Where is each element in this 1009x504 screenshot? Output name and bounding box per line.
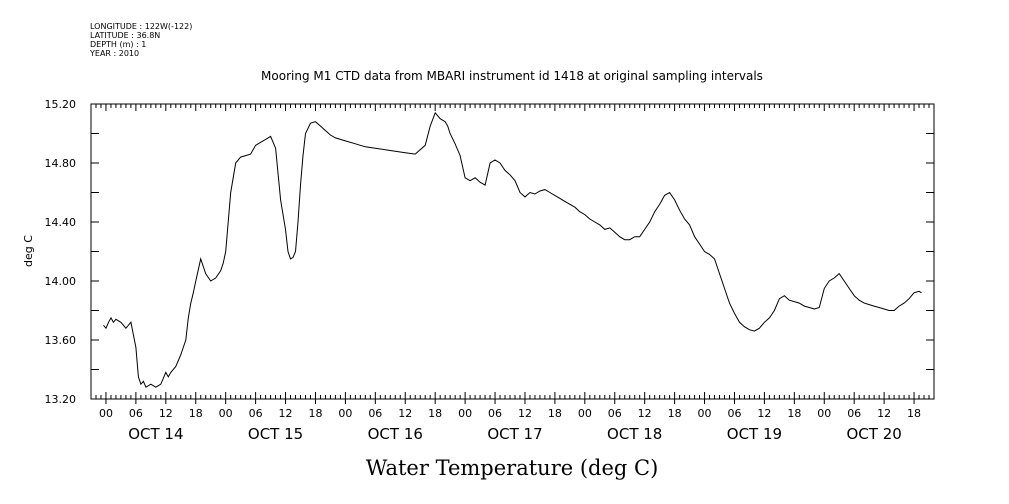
- x-tick-label: 18: [428, 407, 442, 420]
- x-tick-label: 18: [189, 407, 203, 420]
- y-tick-label: 13.60: [45, 334, 77, 347]
- day-label: OCT 19: [727, 425, 782, 443]
- metadata-block: LONGITUDE : 122W(-122) LATITUDE : 36.8N …: [90, 22, 192, 58]
- day-label: OCT 18: [607, 425, 662, 443]
- x-tick-label: 18: [548, 407, 562, 420]
- x-tick-label: 00: [219, 407, 233, 420]
- x-tick-label: 18: [308, 407, 322, 420]
- x-tick-label: 06: [727, 407, 741, 420]
- y-tick-label: 13.20: [45, 393, 77, 406]
- y-tick-label: 14.00: [45, 275, 77, 288]
- x-tick-label: 06: [488, 407, 502, 420]
- y-tick-label: 15.20: [45, 98, 77, 111]
- x-tick-label: 00: [338, 407, 352, 420]
- latitude-text: LATITUDE : 36.8N: [90, 31, 161, 40]
- x-tick-label: 12: [638, 407, 652, 420]
- x-tick-label: 12: [279, 407, 293, 420]
- x-tick-label: 06: [249, 407, 263, 420]
- x-tick-label: 06: [847, 407, 861, 420]
- x-tick-label: 12: [877, 407, 891, 420]
- x-tick-label: 06: [368, 407, 382, 420]
- temperature-series-line: [103, 111, 922, 388]
- x-tick-label: 06: [129, 407, 143, 420]
- x-tick-label: 00: [817, 407, 831, 420]
- ticks-layer: [90, 103, 935, 404]
- labels-layer: 00 06 12 18 00 06 12 18 00 06 12 18 00 06 12 18 00 06 12 18…: [45, 98, 922, 443]
- y-tick-label: 14.40: [45, 216, 77, 229]
- x-axis-title: Water Temperature (deg C): [366, 456, 659, 480]
- day-label: OCT 20: [846, 425, 901, 443]
- x-tick-label: 12: [518, 407, 532, 420]
- x-tick-label: 00: [458, 407, 472, 420]
- day-label: OCT 16: [368, 425, 423, 443]
- y-tick-label: 14.80: [45, 157, 77, 170]
- x-tick-label: 00: [698, 407, 712, 420]
- x-tick-label: 00: [99, 407, 113, 420]
- plot-frame: [90, 103, 935, 400]
- x-tick-label: 18: [907, 407, 921, 420]
- x-tick-label: 06: [608, 407, 622, 420]
- day-label: OCT 15: [248, 425, 303, 443]
- longitude-text: LONGITUDE : 122W(-122): [90, 22, 193, 31]
- chart-title: Mooring M1 CTD data from MBARI instrumen…: [261, 69, 763, 83]
- day-label: OCT 17: [487, 425, 542, 443]
- x-tick-label: 12: [757, 407, 771, 420]
- x-tick-label: 18: [668, 407, 682, 420]
- day-label: OCT 14: [128, 425, 183, 443]
- x-tick-label: 00: [578, 407, 592, 420]
- x-tick-label: 18: [787, 407, 801, 420]
- y-axis-label: deg C: [22, 235, 35, 267]
- x-tick-label: 12: [398, 407, 412, 420]
- depth-text: DEPTH (m) : 1: [90, 40, 147, 49]
- x-tick-label: 12: [159, 407, 173, 420]
- year-text: YEAR : 2010: [90, 49, 140, 58]
